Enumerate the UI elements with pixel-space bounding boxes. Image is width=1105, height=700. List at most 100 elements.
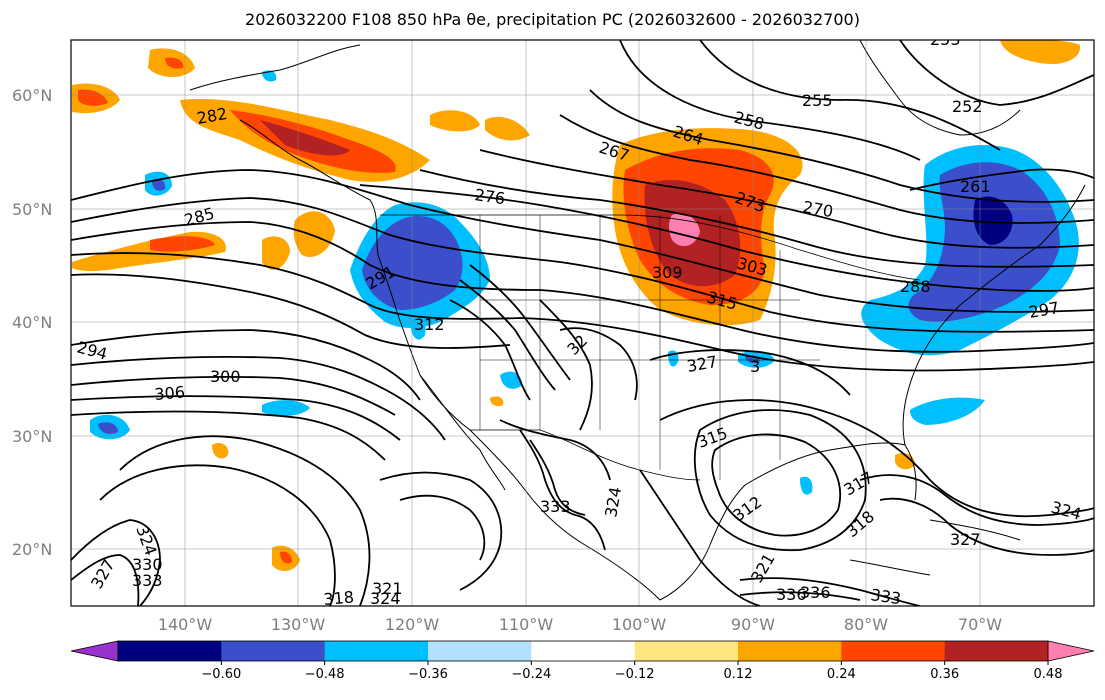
contour-label: 300 [210, 367, 241, 386]
pos-area-bc2 [485, 116, 530, 141]
contour-label: 327 [950, 530, 981, 549]
contour-333-c [739, 577, 921, 606]
pos-area-bc [430, 110, 480, 132]
colorbar-tick-label: −0.24 [511, 667, 551, 682]
pos-area-mx1 [212, 443, 229, 459]
contour-rockies-3 [469, 264, 571, 381]
coast-east [902, 184, 1086, 446]
contour-273 [419, 169, 1094, 268]
colorbar-extend-high [1047, 640, 1095, 662]
pos-area-bering-core [78, 89, 108, 106]
lon-label: 90°W [731, 615, 775, 634]
pos-area-alaska-core2 [260, 120, 350, 156]
pos-area-ne [1000, 40, 1081, 65]
contour-324-a [639, 469, 761, 606]
chart-title: 2026032200 F108 850 hPa θe, precipitatio… [245, 10, 860, 29]
colorbar: −0.60 −0.48 −0.36 −0.24 −0.12 0.12 0.24 0.36 0.4… [70, 640, 1095, 682]
colorbar-tick-label: 0.36 [930, 667, 959, 682]
contour-south-2 [399, 494, 486, 561]
contour-se-1 [859, 474, 1094, 526]
contour-label: 318 [323, 587, 355, 609]
colorbar-tick-label: −0.60 [201, 667, 241, 682]
contour-306 [71, 410, 386, 461]
contour-mx-2 [529, 439, 586, 516]
contour-label: 333 [132, 571, 163, 590]
pos-area-pac2 [262, 236, 290, 270]
neg-area-mx [800, 476, 813, 495]
contour-mx-1 [519, 429, 606, 551]
neg-area-se [910, 397, 985, 425]
colorbar-segment [841, 641, 946, 661]
contour-label: 336 [776, 585, 807, 604]
contour-267 [559, 114, 1094, 224]
contour-label: 309 [652, 263, 683, 282]
contour-se-2 [879, 497, 1094, 556]
neg-area-pac-core [152, 179, 166, 191]
contour-258 [619, 40, 921, 161]
coast-gulf [659, 442, 917, 601]
colorbar-segment [428, 641, 532, 661]
colorbar-segment [324, 641, 429, 661]
contour-312-a [99, 464, 336, 606]
contour-261 [909, 168, 1094, 191]
colorbar-frame [117, 640, 1049, 662]
coastlines [189, 40, 1086, 601]
contour-285 [71, 221, 1094, 353]
contour-label: 330 [132, 555, 163, 574]
pos-area-north1-core [165, 57, 184, 69]
contour-318-a [711, 433, 842, 537]
contour-255 [699, 40, 1001, 151]
pos-area-pac3 [293, 211, 335, 258]
lon-axis: 140°W 130°W 120°W 110°W 100°W 90°W 80°W … [158, 615, 1002, 634]
lon-label: 80°W [844, 615, 888, 634]
pos-area-gulf2 [490, 396, 504, 407]
colorbar-segment [531, 641, 636, 661]
coast-west [377, 254, 661, 601]
colorbar-extend-low [70, 640, 119, 662]
lat-label: 60°N [12, 86, 52, 105]
colorbar-segment [221, 641, 326, 661]
lon-label: 100°W [612, 615, 667, 634]
contour-276 [359, 184, 1094, 292]
contour-south-1 [379, 471, 503, 591]
contour-327-a [649, 349, 851, 396]
contour-label: 306 [154, 382, 186, 404]
coast-hudson [859, 40, 1021, 136]
lon-label: 70°W [958, 615, 1002, 634]
contour-label: 333 [540, 497, 571, 516]
lon-label: 110°W [499, 615, 554, 634]
neg-area-pac30-core [98, 422, 118, 434]
neg-area-az [500, 371, 522, 389]
contour-rockies-2 [459, 279, 556, 391]
neg-area-baja [410, 317, 426, 340]
map-content: 253 252 255 258 264 267 261 270 276 273 … [71, 40, 1094, 609]
contour-264 [589, 89, 1094, 203]
lat-label: 20°N [12, 540, 52, 559]
contour-label: 321 [372, 579, 403, 598]
pos-area-gulf [895, 453, 915, 470]
coast-alaska [189, 44, 379, 256]
contour-294 [71, 329, 421, 401]
contour-309 [119, 435, 371, 606]
coast-baja [419, 374, 506, 491]
contour-291 [71, 273, 511, 349]
colorbar-tick-label: 0.24 [827, 667, 856, 682]
lat-label: 30°N [12, 427, 52, 446]
colorbar-tick-label: −0.36 [408, 667, 448, 682]
contour-288 [71, 252, 1094, 372]
colorbar-tick-label: 0.48 [1034, 667, 1063, 682]
contour-282 [71, 197, 1094, 333]
coast-caribbean [849, 519, 1021, 576]
neg-area-ak-small [262, 70, 277, 82]
contour-label: 333 [869, 585, 902, 608]
contour-label: 276 [473, 185, 506, 208]
pos-area-mx2-core [280, 551, 292, 564]
colorbar-tick-label: 0.12 [724, 667, 753, 682]
contour-336 [739, 591, 861, 601]
colorbar-tick-label: −0.12 [615, 667, 655, 682]
lon-label: 130°W [271, 615, 326, 634]
contour-252 [899, 40, 1094, 106]
contour-label: 336 [800, 583, 831, 602]
lon-label: 120°W [385, 615, 440, 634]
contour-label: 261 [960, 177, 991, 196]
